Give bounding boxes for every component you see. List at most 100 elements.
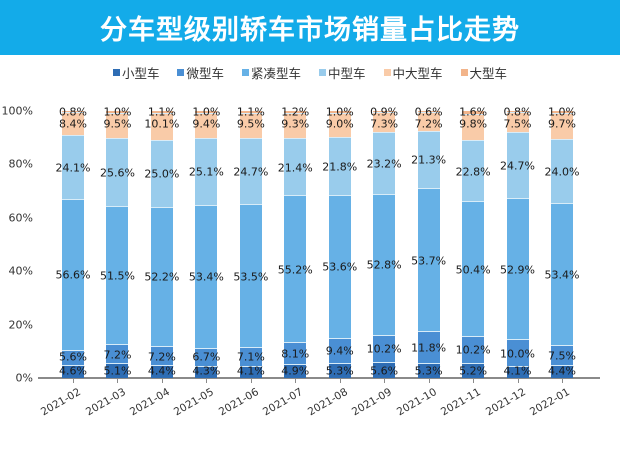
bar-segment <box>62 350 84 366</box>
data-label: 53.4% <box>544 268 580 282</box>
y-tick-label: 60% <box>8 211 33 225</box>
x-tick-mark <box>73 379 74 383</box>
data-label: 7.3% <box>370 117 399 131</box>
x-tick-label: 2021-04 <box>127 386 172 419</box>
data-label: 0.6% <box>414 105 443 119</box>
data-label: 25.6% <box>99 166 135 180</box>
legend-swatch-icon <box>241 68 249 76</box>
bar-segment <box>195 348 218 367</box>
bar-segment <box>284 364 307 378</box>
bar-segment <box>506 113 529 134</box>
bar-segment <box>239 205 262 349</box>
bar-segment <box>462 141 485 203</box>
x-tick-mark <box>384 379 386 383</box>
data-label: 9.4% <box>192 117 221 131</box>
chart-title: 分车型级别轿车市场销量占比走势 <box>100 15 520 46</box>
data-label: 5.2% <box>459 364 488 378</box>
legend-label: 中大型车 <box>392 65 443 81</box>
data-label: 25.1% <box>188 165 224 179</box>
bar-segment <box>106 345 129 365</box>
data-label: 5.3% <box>414 364 443 378</box>
x-tick-label: 2021-07 <box>261 386 306 419</box>
data-label: 1.1% <box>147 105 176 119</box>
data-label: 10.0% <box>500 347 535 361</box>
data-label: 21.8% <box>322 160 358 174</box>
bar-segment <box>506 111 529 114</box>
legend-item: 微型车 <box>177 63 224 82</box>
stacked-bar <box>239 111 262 378</box>
x-tick-label: 2021-03 <box>83 386 128 419</box>
data-label: 51.5% <box>99 269 135 283</box>
data-label: 10.2% <box>455 343 491 357</box>
data-label: 24.7% <box>233 165 269 179</box>
chart-legend: 小型车 微型车 紧凑型车 中型车 中大型车 大型车 <box>0 62 620 82</box>
bar-segment <box>195 138 218 206</box>
x-tick-mark <box>517 379 519 383</box>
legend-item: 小型车 <box>112 63 160 82</box>
data-label: 24.7% <box>500 159 535 173</box>
legend-label: 微型车 <box>186 65 224 81</box>
stacked-bar <box>62 111 84 378</box>
data-label: 7.5% <box>547 349 576 363</box>
bar-segment <box>195 205 218 349</box>
data-label: 4.4% <box>547 364 576 378</box>
bar-segment <box>550 203 573 347</box>
data-label: 0.8% <box>503 105 532 119</box>
data-label: 5.1% <box>103 364 132 378</box>
legend-label: 大型车 <box>469 65 508 81</box>
bar-segment <box>373 132 396 195</box>
bar-segment <box>239 113 262 140</box>
data-label: 9.5% <box>236 117 265 131</box>
data-label: 9.7% <box>547 117 576 131</box>
data-label: 52.8% <box>366 258 402 272</box>
data-label: 11.8% <box>411 341 447 355</box>
data-label: 10.2% <box>366 342 402 356</box>
data-label: 8.1% <box>281 347 310 361</box>
data-label: 0.9% <box>370 105 399 119</box>
data-label: 5.6% <box>370 364 399 378</box>
data-label: 6.7% <box>192 350 221 364</box>
data-label: 52.9% <box>500 263 535 277</box>
bar-segment <box>150 111 173 114</box>
bar-segment <box>373 363 396 378</box>
legend-label: 小型车 <box>121 65 160 81</box>
bar-segment <box>62 111 84 114</box>
bar-segment <box>328 113 351 138</box>
legend-swatch-icon <box>460 68 468 76</box>
data-label: 53.7% <box>411 254 447 268</box>
data-label: 21.4% <box>277 161 313 175</box>
stacked-bar <box>373 111 396 378</box>
legend-swatch-icon <box>383 68 391 76</box>
x-tick-mark <box>161 379 163 383</box>
bar-segment <box>106 113 129 140</box>
x-tick-mark <box>117 379 119 383</box>
bar-segment <box>284 114 307 139</box>
data-label: 7.1% <box>236 350 265 364</box>
bar-segment <box>462 111 485 116</box>
stacked-bar <box>506 111 529 378</box>
bar-segment <box>417 112 440 132</box>
bar-segment <box>150 366 173 378</box>
x-tick-mark <box>206 379 208 383</box>
y-tick-label: 20% <box>8 318 33 332</box>
stacked-bar <box>150 111 173 378</box>
data-label: 7.2% <box>414 117 443 131</box>
bar-segment <box>373 111 396 114</box>
bar-segment <box>462 115 485 142</box>
data-label: 9.4% <box>325 344 354 358</box>
bar-segment <box>417 332 440 364</box>
data-label: 9.5% <box>103 117 132 131</box>
data-label: 25.0% <box>144 167 180 181</box>
stacked-bar <box>195 111 218 378</box>
x-tick-label: 2021-09 <box>350 386 395 419</box>
data-label: 21.3% <box>411 153 447 167</box>
bar-segment <box>328 195 351 339</box>
bar-segment <box>195 113 218 139</box>
bar-segment <box>62 199 84 351</box>
bar-segment <box>284 139 307 197</box>
bar-segment <box>106 207 129 346</box>
data-label: 0.8% <box>59 105 87 119</box>
data-label: 5.3% <box>325 364 354 378</box>
x-tick-label: 2021-05 <box>172 386 217 419</box>
legend-item: 中大型车 <box>383 63 443 82</box>
